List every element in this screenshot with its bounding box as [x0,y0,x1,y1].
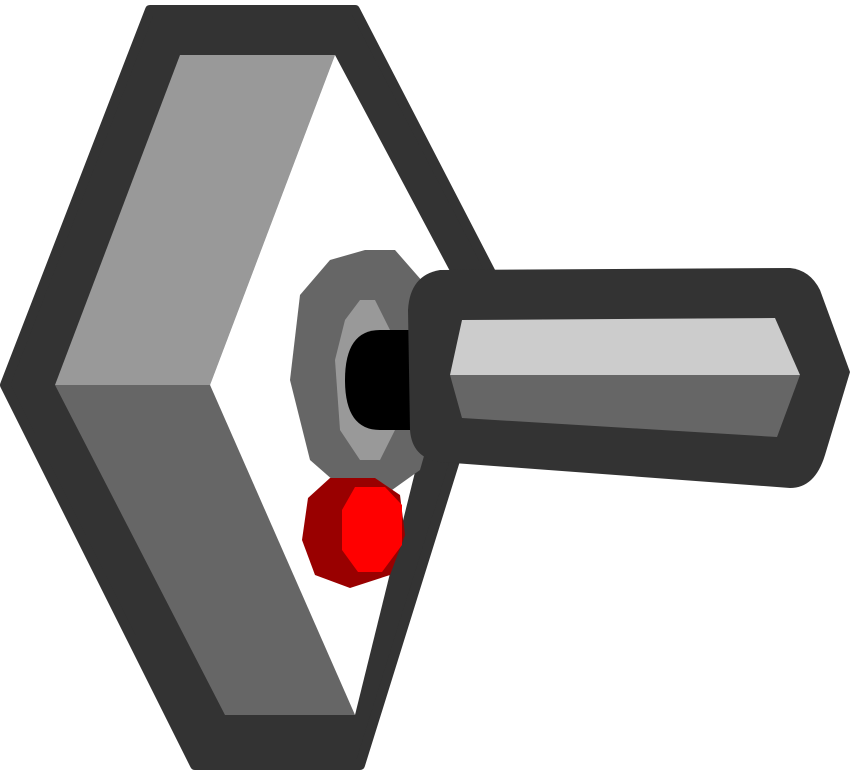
plate-bevel-lower [55,385,355,715]
plate-bevel-upper [55,55,335,385]
lever-arm-bottom [450,375,800,437]
lever-arm-top [450,318,800,375]
indicator-light [342,487,402,572]
lever-pivot [345,330,415,430]
